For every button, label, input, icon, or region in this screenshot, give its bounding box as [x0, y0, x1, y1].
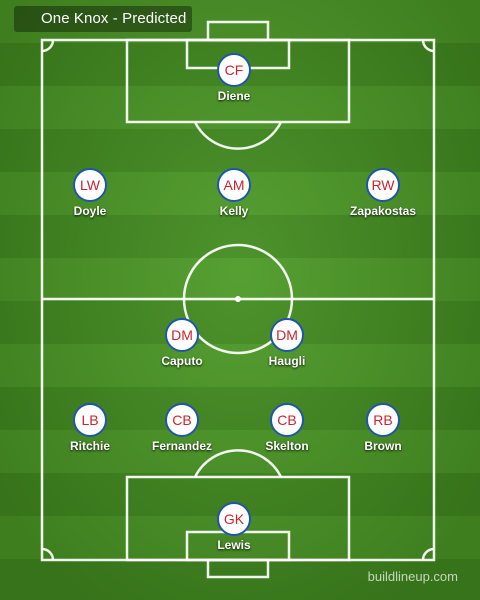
- player-name: Haugli: [268, 354, 306, 368]
- player-cb-right[interactable]: CB Skelton: [232, 403, 342, 453]
- position-badge: DM: [270, 318, 304, 352]
- position-badge: CB: [165, 403, 199, 437]
- player-name: Lewis: [217, 538, 251, 552]
- lineup-title: One Knox - Predicted: [41, 10, 187, 27]
- player-name: Diene: [217, 89, 251, 103]
- position-badge: DM: [165, 318, 199, 352]
- player-name: Zapakostas: [349, 204, 417, 218]
- player-name: Skelton: [265, 439, 309, 453]
- player-cf[interactable]: CF Diene: [179, 53, 289, 103]
- player-name: Kelly: [219, 204, 249, 218]
- player-gk[interactable]: GK Lewis: [179, 502, 289, 552]
- top-goal: [206, 20, 270, 42]
- bottom-penalty-arc: [193, 449, 283, 478]
- player-name: Fernandez: [151, 439, 212, 453]
- position-badge: AM: [217, 168, 251, 202]
- corner-arc-bl: [41, 547, 55, 561]
- player-cb-left[interactable]: CB Fernandez: [127, 403, 237, 453]
- center-circle: [182, 243, 294, 355]
- position-badge: CB: [270, 403, 304, 437]
- position-badge: RW: [366, 168, 400, 202]
- corner-arc-tl: [41, 39, 55, 53]
- player-dm-right[interactable]: DM Haugli: [232, 318, 342, 368]
- player-am[interactable]: AM Kelly: [179, 168, 289, 218]
- position-badge: CF: [217, 53, 251, 87]
- position-badge: GK: [217, 502, 251, 536]
- player-name: Brown: [364, 439, 402, 453]
- player-name: Doyle: [73, 204, 107, 218]
- player-rw[interactable]: RW Zapakostas: [328, 168, 438, 218]
- player-lw[interactable]: LW Doyle: [35, 168, 145, 218]
- bottom-goal: [206, 558, 270, 579]
- corner-arc-tr: [421, 39, 435, 53]
- player-lb[interactable]: LB Ritchie: [35, 403, 145, 453]
- center-spot: [235, 296, 241, 302]
- player-dm-left[interactable]: DM Caputo: [127, 318, 237, 368]
- position-badge: LB: [73, 403, 107, 437]
- player-name: Ritchie: [69, 439, 110, 453]
- position-badge: LW: [73, 168, 107, 202]
- position-badge: RB: [366, 403, 400, 437]
- watermark: buildlineup.com: [367, 569, 458, 584]
- top-penalty-arc: [193, 121, 283, 150]
- player-rb[interactable]: RB Brown: [328, 403, 438, 453]
- lineup-title-box: One Knox - Predicted: [14, 6, 192, 32]
- corner-arc-br: [421, 547, 435, 561]
- player-name: Caputo: [161, 354, 203, 368]
